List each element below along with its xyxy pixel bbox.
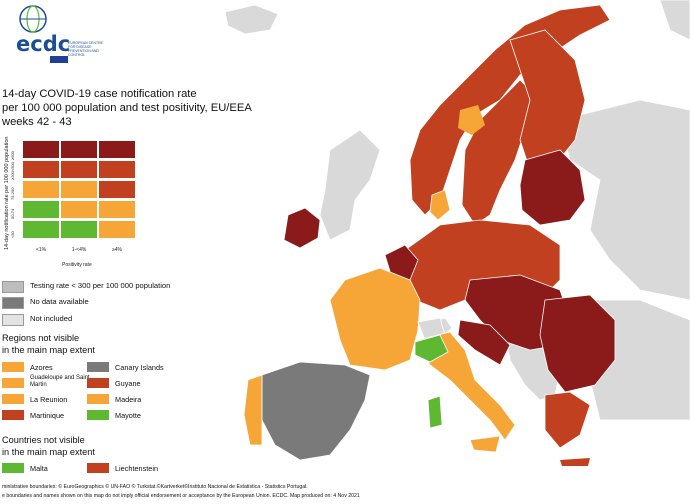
region-left-label: Azores — [30, 363, 53, 372]
region-left-label: Guadeloupe and Saint Martin — [30, 375, 90, 388]
matrix-cell — [22, 200, 60, 219]
spain — [261, 361, 371, 461]
region-right-label: Canary Islands — [115, 363, 164, 372]
region-right-label: Mayotte — [115, 411, 141, 420]
legend-swatch-testing — [2, 281, 24, 293]
y-tick-3: 75-200 — [10, 187, 15, 200]
matrix-cell — [98, 160, 136, 179]
sweden-orange-region — [458, 105, 485, 135]
ireland — [283, 207, 321, 249]
matrix-x-axis-label: Positivity rate — [62, 262, 92, 268]
regions-heading-line-1: Regions not visible — [2, 333, 80, 343]
region-left-swatch — [2, 378, 24, 388]
crete — [560, 458, 590, 466]
matrix-cell — [22, 160, 60, 179]
matrix-cell — [60, 180, 98, 199]
matrix-cell — [22, 180, 60, 199]
country-label: Malta — [30, 464, 48, 473]
countries-heading-line-1: Countries not visible — [2, 435, 85, 445]
denmark — [429, 189, 451, 221]
matrix-cell — [60, 160, 98, 179]
region-left-label: Martinique — [30, 411, 65, 420]
legend-label-not-included: Not included — [30, 314, 73, 323]
legend-label-no-data: No data available — [30, 297, 89, 306]
globe-icon — [19, 5, 47, 33]
logo-text: ecdc — [16, 32, 71, 56]
matrix-cell — [60, 140, 98, 159]
sardinia — [427, 395, 443, 429]
baltic-states — [519, 149, 586, 226]
rate-positivity-matrix — [22, 140, 140, 245]
matrix-cell — [98, 200, 136, 219]
legend-label-testing: Testing rate < 300 per 100 000 populatio… — [30, 281, 171, 290]
italy — [417, 331, 516, 441]
greece — [544, 391, 591, 449]
countries-heading: Countries not visible in the main map ex… — [2, 434, 95, 458]
x-tick-2: 1-<4% — [71, 247, 87, 253]
country-swatch — [2, 463, 24, 473]
region-right-swatch — [87, 410, 109, 420]
croatia — [457, 319, 511, 366]
region-left-swatch — [2, 394, 24, 404]
italy-green-north — [414, 334, 449, 363]
france — [329, 267, 421, 371]
countries-heading-line-2: in the main map extent — [2, 447, 95, 457]
region-right-label: Guyane — [115, 379, 141, 388]
title-line-2: per 100 000 population and test positivi… — [2, 102, 252, 114]
portugal — [243, 374, 263, 446]
eu-flag — [50, 56, 68, 63]
matrix-cell — [22, 140, 60, 159]
region-left-swatch — [2, 362, 24, 372]
legend-swatch-not-included — [2, 314, 24, 326]
y-tick-2: ≥200<500 — [10, 162, 15, 180]
region-right-label: Madeira — [115, 395, 142, 404]
x-tick-3: ≥4% — [112, 247, 122, 253]
romania-bulgaria — [539, 294, 616, 393]
regions-heading: Regions not visible in the main map exte… — [2, 332, 95, 356]
y-tick-5: <50 — [10, 231, 15, 238]
legend-swatch-no-data — [2, 297, 24, 309]
region-right-swatch — [87, 394, 109, 404]
matrix-cell — [98, 140, 136, 159]
iceland — [224, 4, 279, 35]
footer-line-2: e boundaries and names shown on this map… — [2, 493, 360, 499]
country-swatch — [87, 463, 109, 473]
matrix-cell — [60, 200, 98, 219]
title-line-3: weeks 42 - 43 — [2, 116, 72, 128]
matrix-cell — [98, 180, 136, 199]
matrix-cell — [60, 220, 98, 239]
logo-subtitle: EUROPEAN CENTRE FOR DISEASE PREVENTION A… — [68, 41, 104, 57]
country-label: Liechtenstein — [115, 464, 159, 473]
x-tick-1: <1% — [35, 247, 47, 253]
region-left-label: La Reunion — [30, 395, 68, 404]
title-line-1: 14-day COVID-19 case notification rate — [2, 88, 197, 100]
matrix-cell — [98, 220, 136, 239]
matrix-cell — [22, 220, 60, 239]
regions-heading-line-2: in the main map extent — [2, 345, 95, 355]
region-right-swatch — [87, 378, 109, 388]
footer-line-1: ministrative boundaries: © EuroGeographi… — [2, 484, 308, 490]
region-left-swatch — [2, 410, 24, 420]
y-tick-4: 50-74 — [10, 208, 15, 219]
sicily — [469, 435, 501, 453]
map-title: 14-day COVID-19 case notification rate p… — [2, 87, 262, 129]
y-tick-1: ≥500 — [10, 151, 15, 160]
region-right-swatch — [87, 362, 109, 372]
ecdc-logo: ecdc EUROPEAN CENTRE FOR DISEASE PREVENT… — [6, 4, 103, 63]
